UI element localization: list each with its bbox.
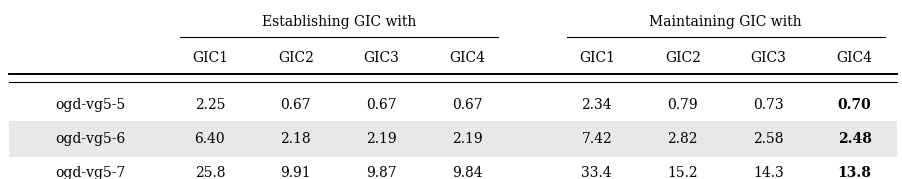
- Text: ogd-vg5-5: ogd-vg5-5: [55, 98, 125, 112]
- Text: GIC1: GIC1: [579, 50, 615, 65]
- Text: 0.67: 0.67: [281, 98, 311, 112]
- Text: GIC2: GIC2: [665, 50, 701, 65]
- Text: GIC3: GIC3: [750, 50, 787, 65]
- Text: 9.84: 9.84: [452, 166, 483, 179]
- Text: 2.19: 2.19: [452, 132, 483, 146]
- Text: GIC2: GIC2: [278, 50, 314, 65]
- Text: 0.67: 0.67: [366, 98, 397, 112]
- FancyBboxPatch shape: [9, 121, 897, 157]
- Text: 2.58: 2.58: [753, 132, 784, 146]
- Text: GIC4: GIC4: [449, 50, 485, 65]
- Text: 2.48: 2.48: [838, 132, 871, 146]
- Text: 0.79: 0.79: [667, 98, 698, 112]
- Text: ogd-vg5-7: ogd-vg5-7: [55, 166, 125, 179]
- Text: 9.91: 9.91: [281, 166, 311, 179]
- Text: 14.3: 14.3: [753, 166, 784, 179]
- Text: 2.25: 2.25: [195, 98, 226, 112]
- Text: 9.87: 9.87: [366, 166, 397, 179]
- Text: GIC4: GIC4: [836, 50, 872, 65]
- Text: 7.42: 7.42: [582, 132, 612, 146]
- Text: 0.67: 0.67: [452, 98, 483, 112]
- Text: 2.18: 2.18: [281, 132, 311, 146]
- Text: 2.34: 2.34: [582, 98, 612, 112]
- Text: 13.8: 13.8: [838, 166, 871, 179]
- Text: 25.8: 25.8: [195, 166, 226, 179]
- Text: 6.40: 6.40: [195, 132, 226, 146]
- Text: ogd-vg5-6: ogd-vg5-6: [55, 132, 125, 146]
- Text: 33.4: 33.4: [582, 166, 612, 179]
- Text: GIC1: GIC1: [192, 50, 228, 65]
- Text: Establishing GIC with: Establishing GIC with: [262, 15, 416, 29]
- Text: 2.82: 2.82: [667, 132, 698, 146]
- Text: Maintaining GIC with: Maintaining GIC with: [649, 15, 802, 29]
- Text: 15.2: 15.2: [667, 166, 698, 179]
- Text: 2.19: 2.19: [366, 132, 397, 146]
- Text: GIC3: GIC3: [364, 50, 400, 65]
- Text: 0.70: 0.70: [838, 98, 871, 112]
- Text: 0.73: 0.73: [753, 98, 784, 112]
